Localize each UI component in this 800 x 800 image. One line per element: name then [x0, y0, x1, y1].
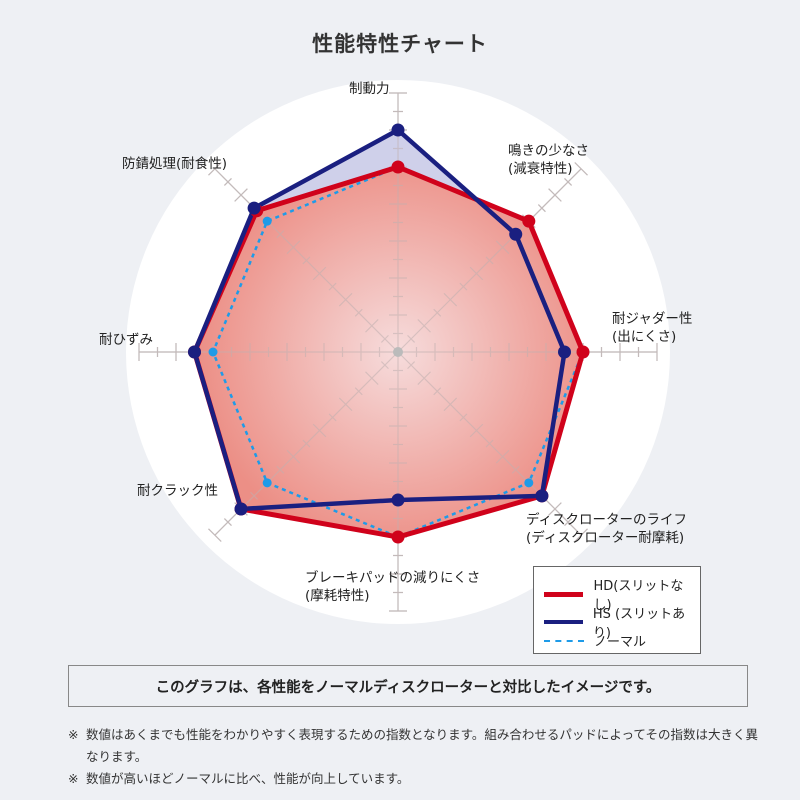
legend-label: HD(スリットなし)	[593, 579, 684, 613]
radar-chart	[126, 80, 670, 624]
axis-label-text: 鳴きの少なさ	[508, 143, 589, 159]
legend-item-normal: ノーマル	[544, 631, 646, 650]
legend-label: HS (スリットあり)	[592, 607, 686, 641]
axis-label-distortion: 耐ひずみ	[99, 331, 153, 349]
axis-label-text: ディスクローターのライフ	[526, 512, 688, 528]
axis-label-crack: 耐クラック性	[137, 482, 218, 500]
legend-item-hs: HS (スリットあり)	[544, 603, 700, 641]
footnote-1: ※ 数値はあくまでも性能をわかりやすく表現するための指数となります。組み合わせる…	[68, 724, 768, 768]
axis-label-judder: 耐ジャダー性 (出にくさ)	[612, 310, 692, 346]
legend-label: ノーマル	[594, 635, 647, 650]
footnote-mark: ※	[68, 727, 79, 742]
axis-label-braking: 制動力	[349, 80, 390, 98]
axis-label-subtext: (減衰特性)	[508, 161, 573, 177]
axis-label-rust: 防錆処理(耐食性)	[122, 155, 227, 173]
legend-swatch-hd	[544, 591, 584, 597]
axis-label-text: 防錆処理(耐食性)	[122, 156, 228, 172]
axis-label-text: 制動力	[349, 81, 390, 97]
legend: HD(スリットなし) HS (スリットあり) ノーマル	[533, 566, 701, 654]
axis-label-text: ブレーキパッドの減りにくさ	[305, 570, 481, 586]
axis-label-text: 耐クラック性	[137, 483, 218, 499]
legend-item-hd: HD(スリットなし)	[544, 575, 700, 613]
axis-label-subtext: (摩耗特性)	[305, 588, 370, 604]
legend-swatch-hs	[544, 620, 583, 624]
axis-label-rotor-life: ディスクローターのライフ (ディスクローター耐摩耗)	[526, 511, 687, 547]
axis-label-text: 耐ジャダー性	[612, 311, 693, 327]
axis-label-pad-wear: ブレーキパッドの減りにくさ (摩耗特性)	[305, 569, 480, 605]
radar-grid-overlay	[138, 92, 658, 612]
axis-label-subtext: (出にくさ)	[612, 329, 677, 345]
chart-title: 性能特性チャート	[312, 32, 488, 56]
footnotes: ※ 数値はあくまでも性能をわかりやすく表現するための指数となります。組み合わせる…	[68, 724, 768, 790]
center-dot	[393, 347, 403, 357]
axis-label-subtext: (ディスクローター耐摩耗)	[526, 530, 685, 546]
legend-swatch-normal	[544, 639, 584, 642]
footnote-mark: ※	[68, 771, 79, 786]
data-points	[188, 123, 590, 544]
axis-label-noise: 鳴きの少なさ (減衰特性)	[508, 142, 589, 178]
footnote-text: 数値はあくまでも性能をわかりやすく表現するための指数となります。組み合わせるパッ…	[86, 727, 759, 764]
footnote-text: 数値が高いほどノーマルに比べ、性能が向上しています。	[86, 771, 410, 786]
axis-label-text: 耐ひずみ	[99, 332, 153, 348]
comparison-note: このグラフは、各性能をノーマルディスクローターと対比したイメージです。	[68, 665, 748, 707]
note-text: このグラフは、各性能をノーマルディスクローターと対比したイメージです。	[155, 679, 661, 696]
footnote-2: ※ 数値が高いほどノーマルに比べ、性能が向上しています。	[68, 768, 768, 790]
